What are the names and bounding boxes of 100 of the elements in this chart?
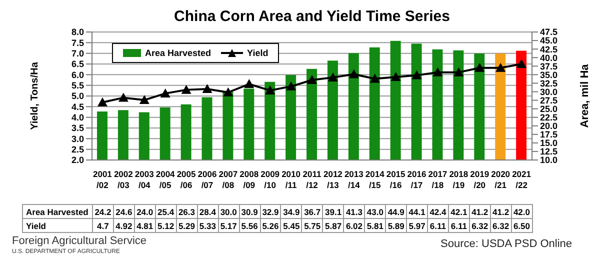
legend-label: Yield <box>246 48 268 58</box>
data-label: 6.32 <box>469 218 490 232</box>
point <box>390 72 401 82</box>
y-tick-label: 4.5 <box>71 102 84 112</box>
point <box>496 62 506 72</box>
x-tick-label: 2006/07 <box>198 169 217 190</box>
data-label: 24.6 <box>113 204 134 218</box>
data-label: 6.11 <box>428 218 448 232</box>
data-label: 4.81 <box>134 218 156 232</box>
text: Yield <box>26 220 46 230</box>
x-tick-label: 2019/20 <box>470 169 490 190</box>
legend-label: Area Harvested <box>144 48 212 58</box>
data-label: 24.0 <box>134 204 156 218</box>
y2-axis-title: Area, mil Ha <box>578 63 591 128</box>
y2-tick-label: 45.0 <box>540 36 558 46</box>
y2-tick-label: 30.0 <box>540 86 558 97</box>
data-label: 5.81 <box>364 218 386 232</box>
point <box>412 70 422 80</box>
y-tick-label: 8.0 <box>71 27 84 38</box>
y2-tick-label: 20.0 <box>540 121 558 132</box>
source-note: Source: USDA PSD Online <box>440 238 572 250</box>
y-tick-label: 3.0 <box>71 134 84 144</box>
data-label: 6.32 <box>490 218 512 232</box>
data-label: 5.12 <box>155 218 176 232</box>
data-label: 26.3 <box>176 204 198 218</box>
data-label: 5.26 <box>260 218 281 232</box>
data-label: 41.2 <box>469 204 490 218</box>
point <box>118 92 128 102</box>
y-axis-title: Yield, Tons/Ha <box>30 62 41 130</box>
y-tick-label: 4.0 <box>71 112 84 123</box>
data-label: 6.11 <box>448 218 470 232</box>
data-label: 6.50 <box>511 218 532 232</box>
y-tick-label: 5.0 <box>71 91 84 102</box>
data-label: 5.97 <box>406 218 428 232</box>
y-tick-label: 2.5 <box>71 144 84 155</box>
y2-tick-label: 27.5 <box>540 95 558 106</box>
y2-tick-label: 17.5 <box>540 130 558 140</box>
data-label: 28.4 <box>197 204 218 218</box>
data-label: 6.02 <box>344 218 365 232</box>
data-label: 39.1 <box>322 204 344 218</box>
point <box>307 75 317 84</box>
point <box>202 84 212 93</box>
data-label: 30.9 <box>239 204 260 218</box>
x-tick-label: 2013/14 <box>344 169 364 190</box>
x-tick-label: 2014/15 <box>365 169 385 190</box>
data-label: 5.45 <box>280 218 302 232</box>
data-label: 5.17 <box>218 218 240 232</box>
point <box>454 67 464 76</box>
data-label: 42.0 <box>511 204 532 218</box>
point <box>160 88 170 98</box>
x-tick-label: 2008/09 <box>240 169 259 190</box>
point <box>370 74 380 83</box>
point <box>223 87 234 96</box>
point <box>328 72 338 82</box>
x-tick-label: 2001/02 <box>93 169 112 190</box>
data-label: 24.2 <box>92 204 114 218</box>
y-tick-label: 6.0 <box>71 70 84 80</box>
x-tick-label: 2015/16 <box>386 169 406 190</box>
y2-tick-label: 37.5 <box>540 61 558 72</box>
y-tick-label: 5.5 <box>71 80 84 91</box>
point <box>265 85 276 94</box>
y2-tick-label: 35.0 <box>540 70 558 80</box>
y2-tick-label: 15.0 <box>540 138 558 148</box>
x-tick-label: 2010/11 <box>282 169 301 190</box>
data-label: 4.7 <box>92 218 114 232</box>
data-label: 41.3 <box>344 204 365 218</box>
y2-tick-label: 32.5 <box>540 78 558 88</box>
data-label: 36.7 <box>302 204 323 218</box>
point <box>286 81 296 90</box>
data-label: 5.33 <box>197 218 218 232</box>
data-label: 5.56 <box>239 218 260 232</box>
point <box>97 97 108 106</box>
data-label: 42.4 <box>428 204 448 218</box>
y2-tick-label: 25.0 <box>540 104 558 114</box>
y2-tick-label: 12.5 <box>540 146 558 157</box>
x-tick-label: 2020/21 <box>491 169 510 190</box>
y2-tick-label: 40.0 <box>540 52 558 63</box>
x-tick-label: 2012/13 <box>323 169 343 190</box>
x-tick-label: 2005/06 <box>176 169 196 190</box>
y2-tick-label: 22.5 <box>540 112 558 123</box>
x-tick-label: 2009/10 <box>260 169 280 190</box>
y-tick-label: 3.5 <box>71 123 84 134</box>
x-tick-label: 2011/12 <box>302 169 322 190</box>
data-label: 32.9 <box>260 204 281 218</box>
data-label: 5.89 <box>386 218 407 232</box>
x-tick-label: 2004/05 <box>156 169 176 190</box>
data-label: 42.1 <box>448 204 470 218</box>
x-tick-label: 2002/03 <box>114 169 134 190</box>
data-label: 5.29 <box>176 218 198 232</box>
x-tick-label: 2003/04 <box>134 169 154 190</box>
point <box>244 79 254 88</box>
y2-tick-label: 42.5 <box>540 44 558 54</box>
x-tick-label: 2016/17 <box>407 169 426 190</box>
point <box>181 84 192 94</box>
x-tick-label: 2007/08 <box>218 169 238 190</box>
y-tick-label: 6.5 <box>71 59 84 70</box>
point <box>432 67 443 76</box>
y2-tick-label: 10.0 <box>540 155 558 166</box>
y-tick-label: 2.0 <box>71 155 84 166</box>
x-tick-label: 2021/22 <box>512 169 532 190</box>
